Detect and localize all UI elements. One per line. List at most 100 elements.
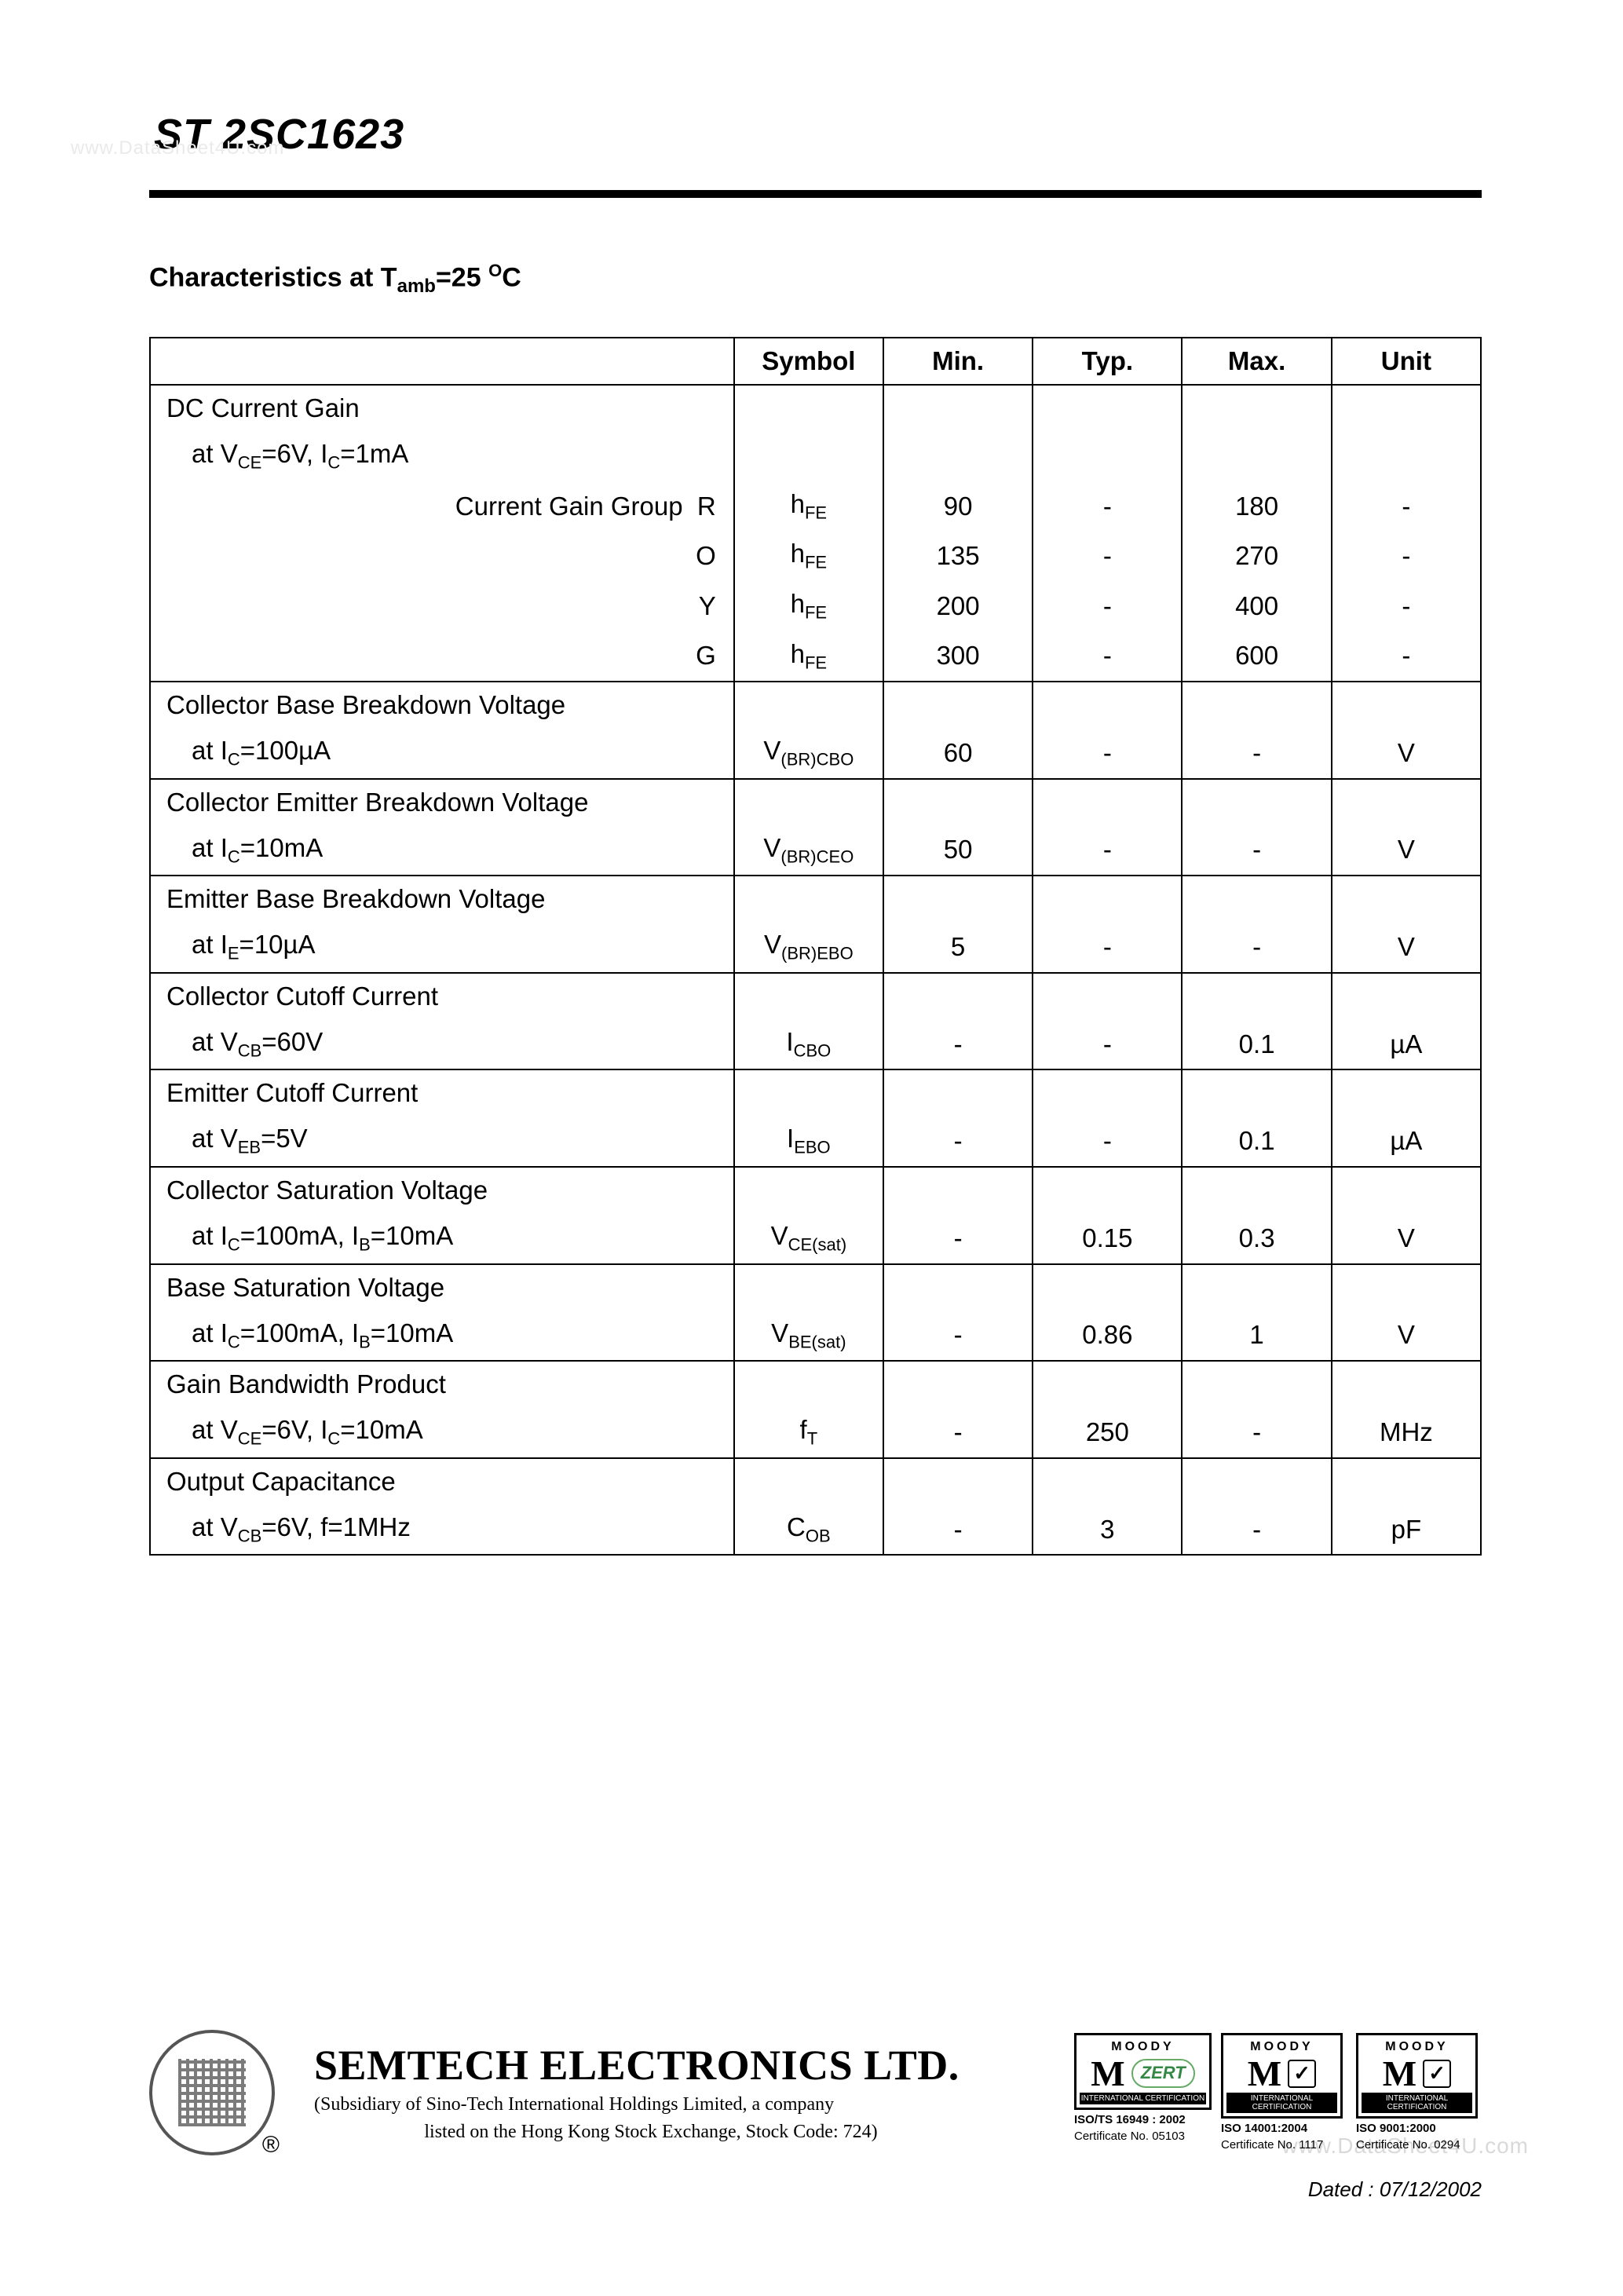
cell-symbol — [734, 682, 883, 728]
col-header-param — [150, 338, 734, 385]
cell-unit — [1332, 1458, 1481, 1504]
section-title-eq: =25 — [436, 262, 488, 292]
cell-symbol: V(BR)CBO — [734, 728, 883, 779]
cell-param: Y — [150, 581, 734, 631]
cell-min — [883, 1361, 1033, 1407]
part-number: ST 2SC1623 — [154, 110, 1482, 159]
cell-param: at IC=100mA, IB=10mA — [150, 1311, 734, 1362]
cell-symbol — [734, 1458, 883, 1504]
cert-caption-3b: Certificate No. 0294 — [1356, 2138, 1482, 2152]
table-row: at IC=100µAV(BR)CBO60--V — [150, 728, 1481, 779]
cell-typ: - — [1033, 922, 1182, 973]
cell-typ — [1033, 973, 1182, 1019]
cell-min — [883, 385, 1033, 431]
cell-max — [1182, 1069, 1331, 1116]
cert-strip: INTERNATIONAL CERTIFICATION — [1362, 2093, 1472, 2113]
cell-min — [883, 973, 1033, 1019]
cell-max — [1182, 1361, 1331, 1407]
cell-symbol: hFE — [734, 581, 883, 631]
cell-min: 60 — [883, 728, 1033, 779]
cell-min: - — [883, 1407, 1033, 1458]
table-row: DC Current Gain — [150, 385, 1481, 431]
table-row: YhFE200-400- — [150, 581, 1481, 631]
cell-unit — [1332, 385, 1481, 431]
col-header-max: Max. — [1182, 338, 1331, 385]
cell-unit: µA — [1332, 1116, 1481, 1167]
cell-min — [883, 682, 1033, 728]
cell-param: O — [150, 531, 734, 581]
cell-min: - — [883, 1311, 1033, 1362]
cell-max: - — [1182, 1504, 1331, 1556]
cell-param: Collector Saturation Voltage — [150, 1167, 734, 1213]
cert-badge-1: MOODY MZERT INTERNATIONAL CERTIFICATION — [1074, 2033, 1212, 2110]
cell-typ: - — [1033, 481, 1182, 532]
cell-symbol — [734, 1264, 883, 1311]
certification-badges: MOODY MZERT INTERNATIONAL CERTIFICATION … — [1074, 2033, 1482, 2152]
table-row: Output Capacitance — [150, 1458, 1481, 1504]
table-row: Emitter Cutoff Current — [150, 1069, 1481, 1116]
table-row: at IC=100mA, IB=10mAVBE(sat)-0.861V — [150, 1311, 1481, 1362]
cell-symbol: V(BR)EBO — [734, 922, 883, 973]
cell-param: at IE=10µA — [150, 922, 734, 973]
cell-max: 180 — [1182, 481, 1331, 532]
cell-param: at IC=100µA — [150, 728, 734, 779]
section-title-sup: O — [488, 261, 502, 280]
cell-param: at VCE=6V, IC=10mA — [150, 1407, 734, 1458]
table-row: Collector Base Breakdown Voltage — [150, 682, 1481, 728]
cell-typ: 250 — [1033, 1407, 1182, 1458]
cell-param: Collector Base Breakdown Voltage — [150, 682, 734, 728]
table-row: at IE=10µAV(BR)EBO5--V — [150, 922, 1481, 973]
cell-unit: V — [1332, 922, 1481, 973]
cell-param: Base Saturation Voltage — [150, 1264, 734, 1311]
cell-symbol: VBE(sat) — [734, 1311, 883, 1362]
cell-max: - — [1182, 728, 1331, 779]
cell-max: - — [1182, 825, 1331, 876]
cell-typ — [1033, 1069, 1182, 1116]
cell-param: Emitter Base Breakdown Voltage — [150, 876, 734, 922]
cert-topword: MOODY — [1111, 2040, 1174, 2054]
cell-unit: - — [1332, 581, 1481, 631]
cert-topword: MOODY — [1385, 2040, 1448, 2054]
table-row: at VEB=5VIEBO--0.1µA — [150, 1116, 1481, 1167]
cell-max — [1182, 385, 1331, 431]
cell-typ: 3 — [1033, 1504, 1182, 1556]
table-row: at VCB=6V, f=1MHzCOB-3-pF — [150, 1504, 1481, 1556]
registered-mark: ® — [262, 2132, 280, 2159]
col-header-typ: Typ. — [1033, 338, 1182, 385]
cert-badge-2: MOODY M✓ INTERNATIONAL CERTIFICATION — [1221, 2033, 1343, 2119]
cell-typ — [1033, 385, 1182, 431]
cell-max — [1182, 431, 1331, 481]
table-row: Collector Cutoff Current — [150, 973, 1481, 1019]
cell-symbol — [734, 779, 883, 825]
cell-symbol: fT — [734, 1407, 883, 1458]
cell-typ — [1033, 779, 1182, 825]
cell-symbol — [734, 973, 883, 1019]
cert-caption-1a: ISO/TS 16949 : 2002 — [1074, 2113, 1200, 2126]
cell-unit — [1332, 779, 1481, 825]
company-name: SEMTECH ELECTRONICS LTD. — [314, 2041, 1051, 2089]
cert-strip: INTERNATIONAL CERTIFICATION — [1080, 2093, 1206, 2104]
section-title-sub: amb — [397, 276, 436, 297]
cell-unit — [1332, 876, 1481, 922]
cell-symbol: ICBO — [734, 1019, 883, 1070]
cell-min: - — [883, 1213, 1033, 1264]
table-row: at IC=10mAV(BR)CEO50--V — [150, 825, 1481, 876]
company-subtitle-1: (Subsidiary of Sino-Tech International H… — [314, 2093, 1051, 2117]
cell-param: at VCB=60V — [150, 1019, 734, 1070]
cell-param: Emitter Cutoff Current — [150, 1069, 734, 1116]
cell-min — [883, 876, 1033, 922]
cell-max: 0.1 — [1182, 1116, 1331, 1167]
cell-unit — [1332, 1167, 1481, 1213]
cell-symbol: hFE — [734, 631, 883, 682]
table-row: Emitter Base Breakdown Voltage — [150, 876, 1481, 922]
cell-symbol — [734, 876, 883, 922]
section-title-prefix: Characteristics at T — [149, 262, 397, 292]
cell-unit — [1332, 1264, 1481, 1311]
characteristics-table: Symbol Min. Typ. Max. Unit DC Current Ga… — [149, 337, 1482, 1556]
cert-strip: INTERNATIONAL CERTIFICATION — [1226, 2093, 1337, 2113]
cell-max — [1182, 876, 1331, 922]
cert-badge-3: MOODY M✓ INTERNATIONAL CERTIFICATION — [1356, 2033, 1478, 2119]
table-row: Gain Bandwidth Product — [150, 1361, 1481, 1407]
cell-unit: µA — [1332, 1019, 1481, 1070]
cell-typ — [1033, 1458, 1182, 1504]
